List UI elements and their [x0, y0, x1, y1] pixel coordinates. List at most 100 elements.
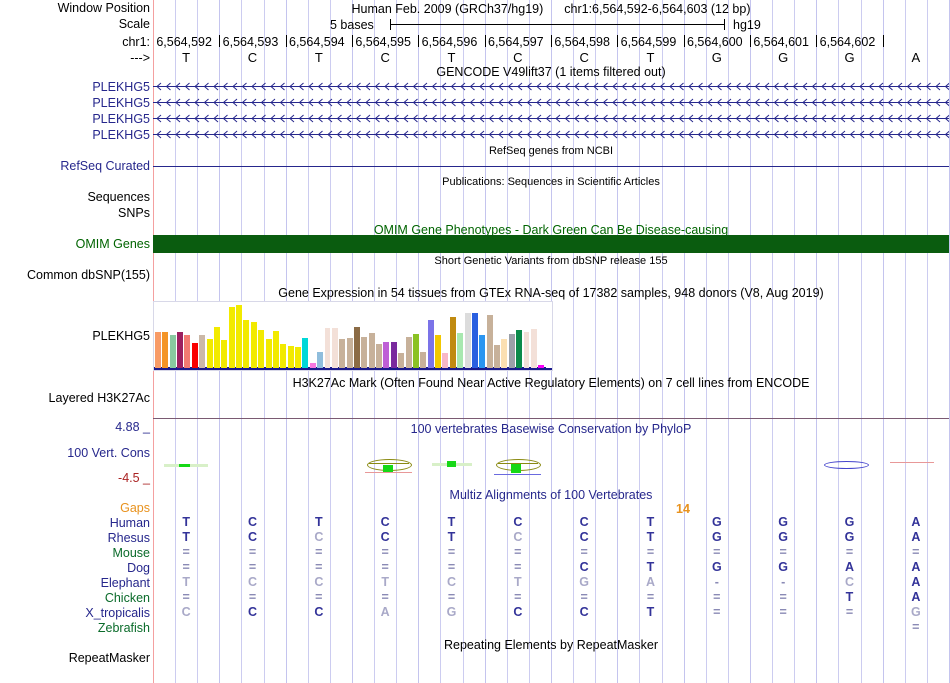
omim-genes-label[interactable]: OMIM Genes [75, 237, 150, 251]
gtex-tissue-bar[interactable] [155, 331, 161, 368]
multiz-species-label[interactable]: Dog [127, 561, 150, 575]
layered-h3k27ac-label[interactable]: Layered H3K27Ac [48, 391, 150, 405]
position-range[interactable]: chr1:6,564,592-6,564,603 (12 bp) [564, 2, 751, 16]
gtex-tissue-bar[interactable] [221, 340, 228, 368]
gtex-tissue-bar[interactable] [339, 338, 346, 368]
gtex-tissue-bar[interactable] [501, 338, 508, 368]
gtex-tissue-bar[interactable] [449, 316, 456, 368]
gtex-tissue-bar[interactable] [420, 351, 427, 368]
gaps-label[interactable]: Gaps [120, 501, 150, 515]
gtex-tissue-bar[interactable] [295, 346, 301, 368]
gtex-tissue-bar[interactable] [427, 320, 434, 368]
gtex-tissue-bar[interactable] [317, 352, 324, 368]
multiz-aligned-base: T [646, 560, 655, 574]
gtex-tissue-bar[interactable] [390, 341, 397, 368]
multiz-aligned-base: G [579, 575, 590, 589]
gtex-tissue-bar[interactable] [272, 331, 279, 368]
multiz-species-label[interactable]: Chicken [104, 591, 150, 605]
gtex-tissue-bar[interactable] [523, 331, 530, 368]
gtex-tissue-bar[interactable] [309, 363, 316, 368]
ruler-coordinate: 6,564,592 [156, 35, 212, 49]
gtex-tissue-bar[interactable] [471, 312, 478, 368]
gencode-gene-label[interactable]: PLEKHG5 [92, 128, 150, 142]
repeatmasker-label[interactable]: RepeatMasker [68, 651, 150, 665]
gencode-gene-label[interactable]: PLEKHG5 [92, 80, 150, 94]
gtex-tissue-bar[interactable] [236, 305, 243, 368]
gtex-gene-label[interactable]: PLEKHG5 [92, 329, 150, 343]
gtex-tissue-bar[interactable] [538, 365, 545, 368]
gtex-tissue-bar[interactable] [530, 329, 537, 368]
gtex-tissue-bar[interactable] [354, 327, 360, 368]
gtex-tissue-bar[interactable] [169, 335, 176, 368]
multiz-species-label[interactable]: Human [109, 516, 150, 530]
gtex-tissue-bar[interactable] [243, 320, 250, 368]
multiz-species-label[interactable]: Zebrafish [97, 621, 150, 635]
gtex-tissue-bar[interactable] [479, 335, 486, 368]
multiz-species-label[interactable]: Elephant [100, 576, 150, 590]
gencode-intron-row[interactable] [153, 112, 949, 125]
sequences-label[interactable]: Sequences [87, 190, 150, 204]
conservation-track-label[interactable]: 100 Vert. Cons [67, 446, 150, 460]
ruler-coordinate: 6,564,593 [222, 35, 279, 49]
gtex-tissue-bar[interactable] [464, 312, 471, 368]
gtex-tissue-bar[interactable] [265, 338, 272, 368]
multiz-species-label[interactable]: Mouse [112, 546, 150, 560]
gtex-tissue-bar[interactable] [376, 343, 383, 368]
gtex-tissue-bar[interactable] [368, 333, 375, 368]
gtex-tissue-bar[interactable] [228, 307, 235, 368]
gtex-tissue-bar[interactable] [206, 338, 213, 368]
omim-gene-bar[interactable] [153, 235, 949, 253]
multiz-aligned-base: C [314, 530, 324, 544]
gencode-gene-label[interactable]: PLEKHG5 [92, 112, 150, 126]
gtex-tissue-bar[interactable] [412, 334, 419, 368]
gtex-tissue-bar[interactable] [494, 344, 500, 368]
gtex-tissue-bar[interactable] [457, 333, 464, 368]
gtex-tissue-bar[interactable] [184, 335, 191, 368]
multiz-aligned-base: C [579, 530, 589, 544]
gtex-tissue-bar[interactable] [162, 332, 169, 368]
gencode-intron-row[interactable] [153, 128, 949, 141]
gtex-tissue-bar[interactable] [405, 336, 412, 368]
multiz-aligned-base: G [844, 515, 855, 529]
gencode-gene-label[interactable]: PLEKHG5 [92, 96, 150, 110]
gtex-tissue-bar[interactable] [250, 322, 257, 368]
gtex-expression-barchart[interactable] [153, 301, 553, 371]
gtex-tissue-bar[interactable] [486, 315, 493, 368]
gtex-tissue-bar[interactable] [191, 342, 198, 368]
gtex-tissue-bar[interactable] [383, 342, 390, 368]
gtex-tissue-bar[interactable] [199, 335, 206, 368]
multiz-species-label[interactable]: Rhesus [107, 531, 150, 545]
gtex-tissue-bar[interactable] [287, 346, 294, 368]
gencode-intron-row[interactable] [153, 96, 949, 109]
refseq-curated-label[interactable]: RefSeq Curated [60, 159, 150, 173]
gencode-intron-row[interactable] [153, 80, 949, 93]
reference-base: G [711, 50, 722, 65]
multiz-aligned-base: C [247, 575, 258, 589]
multiz-species-label[interactable]: X_tropicalis [85, 606, 150, 620]
ruler-tick [484, 35, 486, 47]
multiz-aligned-base: = [381, 590, 389, 604]
gtex-tissue-bar[interactable] [302, 337, 309, 368]
gtex-tissue-bar[interactable] [398, 353, 405, 368]
gtex-tissue-bar[interactable] [442, 353, 449, 368]
gtex-tissue-bar[interactable] [508, 333, 515, 368]
strand-arrow-icon [156, 114, 949, 123]
gtex-tissue-bar[interactable] [280, 344, 287, 368]
gtex-tissue-bar[interactable] [516, 330, 523, 368]
multiz-aligned-base: = [779, 605, 787, 619]
multiz-aligned-base: T [447, 530, 456, 544]
gtex-tissue-bar[interactable] [324, 328, 331, 368]
snps-label[interactable]: SNPs [118, 206, 150, 220]
gtex-tissue-bar[interactable] [331, 327, 338, 368]
gtex-tissue-bar[interactable] [435, 335, 442, 368]
gtex-tissue-bar[interactable] [346, 338, 353, 368]
gtex-tissue-bar[interactable] [258, 329, 265, 368]
gtex-tissue-bar[interactable] [213, 327, 220, 368]
gtex-tissue-bar[interactable] [177, 332, 184, 368]
common-dbsnp-label[interactable]: Common dbSNP(155) [27, 268, 150, 282]
gtex-tissue-bar[interactable] [361, 336, 368, 368]
ruler-tick [219, 35, 221, 47]
gtex-tissue-bar[interactable] [545, 366, 552, 368]
refseq-feature-line[interactable] [153, 166, 949, 167]
reference-base: A [911, 50, 921, 65]
